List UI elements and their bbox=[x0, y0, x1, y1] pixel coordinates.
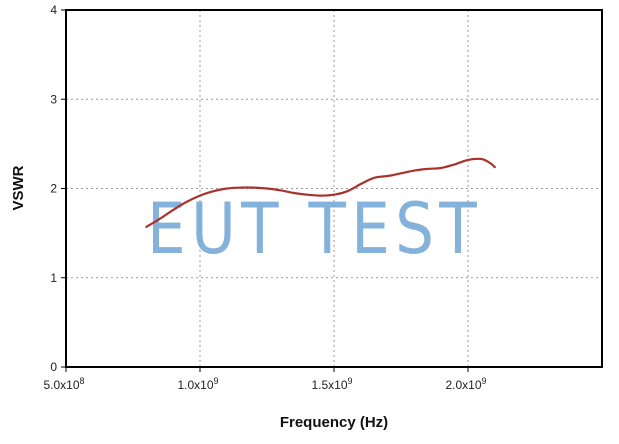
y-tick-labels: 0 1 2 3 4 bbox=[50, 3, 66, 374]
vswr-series-line bbox=[145, 157, 496, 228]
x-axis-title: Frequency (Hz) bbox=[280, 414, 388, 431]
y-tick-label: 0 bbox=[50, 360, 57, 374]
x-tick-label: 1.0x109 bbox=[177, 376, 218, 392]
y-axis-title: VSWR bbox=[10, 165, 27, 210]
grid-lines bbox=[66, 10, 602, 367]
watermark: EUT TEST bbox=[147, 188, 482, 270]
y-tick-label: 3 bbox=[50, 92, 57, 106]
y-tick-label: 1 bbox=[50, 271, 57, 285]
series-layer bbox=[145, 157, 496, 228]
x-tick-label: 5.0x108 bbox=[43, 376, 84, 392]
x-tick-labels: 5.0x108 1.0x109 1.5x109 2.0x109 bbox=[43, 367, 487, 392]
y-tick-label: 2 bbox=[50, 182, 57, 196]
x-tick-label: 2.0x109 bbox=[445, 376, 486, 392]
y-tick-label: 4 bbox=[50, 3, 57, 17]
x-tick-label: 1.5x109 bbox=[311, 376, 352, 392]
